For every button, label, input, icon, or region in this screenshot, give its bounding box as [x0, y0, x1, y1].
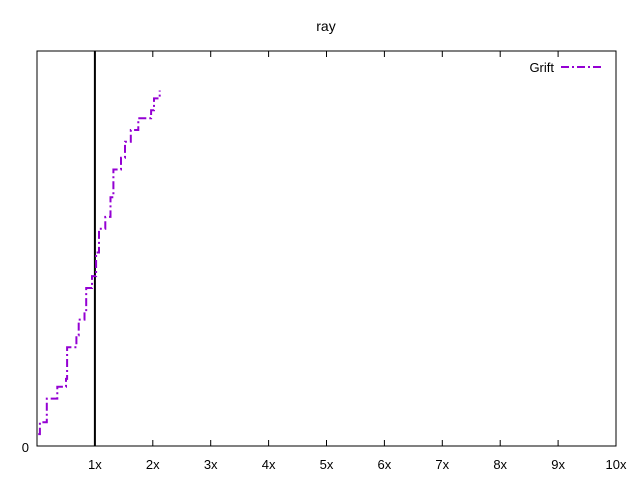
- x-tick-label: 10x: [606, 457, 627, 472]
- x-tick-label: 2x: [146, 457, 160, 472]
- x-tick-label: 6x: [378, 457, 392, 472]
- x-tick-label: 7x: [435, 457, 449, 472]
- series-line-grift: [38, 90, 161, 436]
- x-tick-label: 8x: [493, 457, 507, 472]
- x-tick-label: 4x: [262, 457, 276, 472]
- y-tick-label: 0: [22, 440, 29, 455]
- legend-label: Grift: [529, 60, 554, 75]
- x-tick-label: 1x: [88, 457, 102, 472]
- x-tick-label: 9x: [551, 457, 565, 472]
- series-layer: [38, 90, 161, 436]
- axis-ticks: 1x 2x 3x 4x 5x 6x 7x 8x 9x 10x 0: [22, 51, 627, 472]
- plot-frame: [36, 50, 617, 447]
- chart-title: ray: [316, 18, 335, 34]
- x-tick-label: 3x: [204, 457, 218, 472]
- x-tick-label: 5x: [320, 457, 334, 472]
- legend: Grift: [529, 60, 602, 75]
